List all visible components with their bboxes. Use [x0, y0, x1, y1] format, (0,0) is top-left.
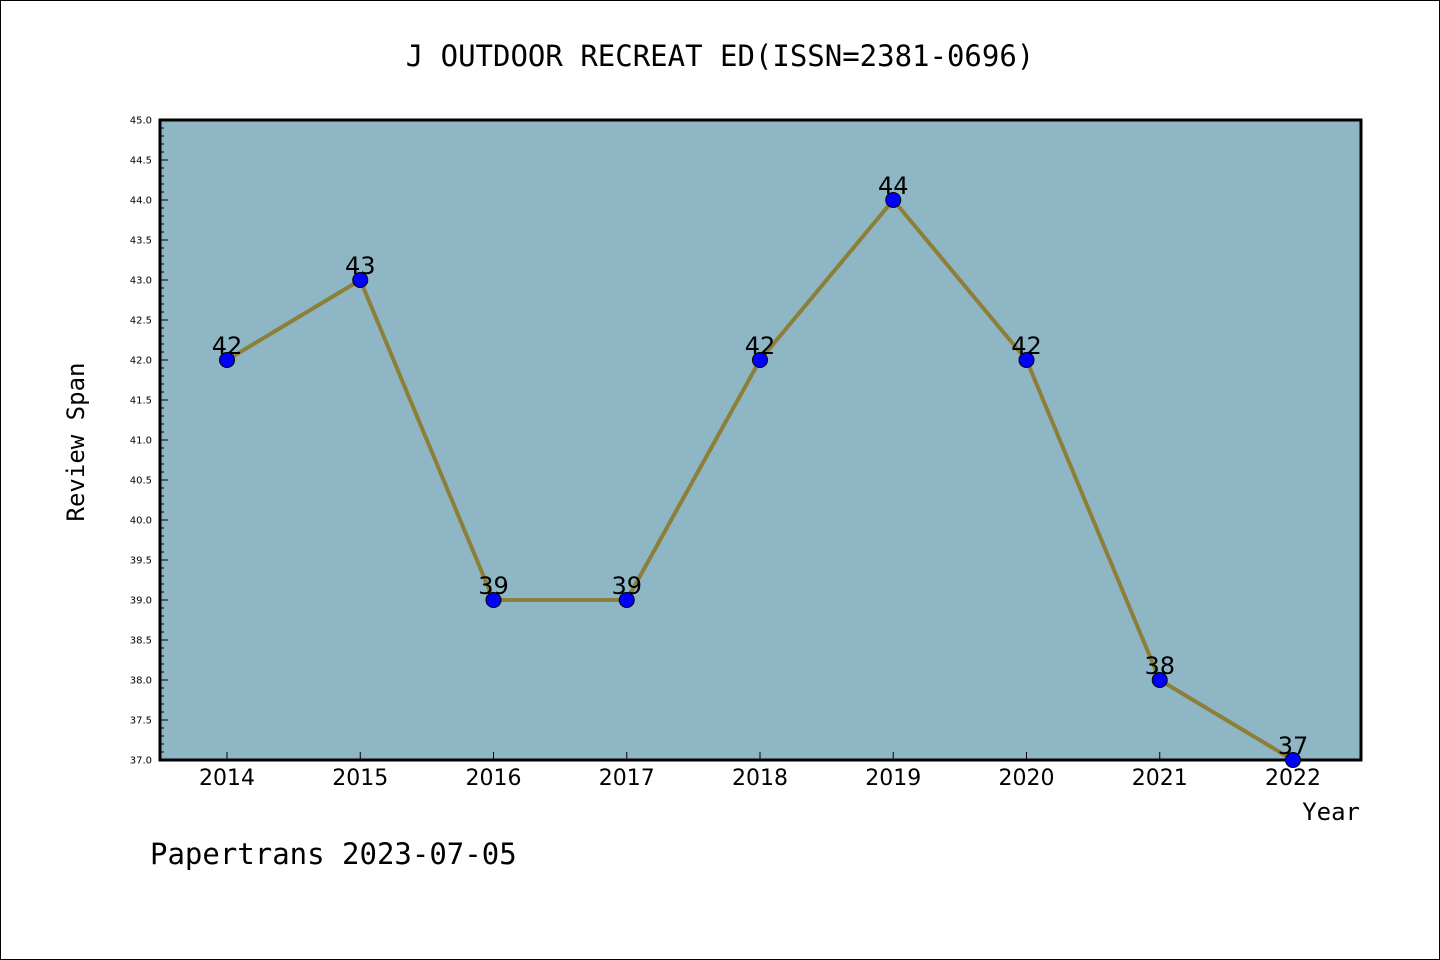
data-label: 42: [745, 332, 776, 360]
y-tick-label: 43.5: [130, 236, 152, 247]
y-tick-label: 38.0: [130, 676, 152, 687]
y-tick-label: 39.5: [130, 556, 152, 567]
x-tick-label: 2018: [732, 766, 788, 791]
data-point: [1151, 672, 1168, 688]
data-label: 37: [1278, 732, 1309, 760]
data-label: 43: [345, 252, 376, 280]
y-tick-label: 41.5: [130, 396, 152, 407]
data-point: [618, 592, 635, 608]
x-tick-label: 2014: [199, 766, 255, 791]
y-tick-label: 43.0: [130, 276, 152, 287]
data-point: [752, 352, 768, 368]
data-point: [1018, 352, 1035, 368]
y-tick-label: 37.0: [130, 756, 152, 767]
data-label: 39: [478, 572, 509, 600]
y-tick-label: 41.0: [130, 436, 152, 447]
data-label: 42: [1011, 332, 1042, 360]
data-point: [1285, 752, 1301, 768]
y-tick-label: 39.0: [130, 596, 152, 607]
x-tick-label: 2020: [999, 766, 1055, 791]
plot-area: [158, 118, 1363, 762]
y-tick-label: 38.5: [130, 636, 152, 647]
data-point: [352, 272, 369, 288]
data-label: 42: [212, 332, 243, 360]
y-tick-label: 45.0: [130, 116, 152, 127]
y-tick-label: 40.5: [130, 476, 152, 487]
y-tick-label: 42.0: [130, 356, 152, 367]
data-point: [485, 592, 502, 608]
y-tick-label: 44.5: [130, 156, 152, 167]
footer-credit: Papertrans 2023-07-05: [150, 837, 517, 871]
y-axis-label: Review Span: [62, 363, 90, 522]
series-markers: [219, 192, 1301, 768]
data-label: 39: [611, 572, 642, 600]
x-tick-label: 2021: [1132, 766, 1188, 791]
x-tick-label: 2016: [466, 766, 522, 791]
x-tick-label: 2019: [865, 766, 921, 791]
x-axis-label: Year: [1302, 798, 1360, 826]
data-label: 38: [1144, 652, 1175, 680]
x-tick-label: 2017: [599, 766, 655, 791]
y-axis: 37.0 37.5 38.0 38.5 39.0 39.5 40.0 40.5 41.0 41.5…: [130, 116, 168, 767]
data-point: [885, 192, 902, 208]
chart-title: J OUTDOOR RECREAT ED(ISSN=2381-0696): [406, 39, 1035, 73]
y-tick-label: 44.0: [130, 196, 152, 207]
y-tick-label: 42.5: [130, 316, 152, 327]
x-tick-label: 2022: [1265, 766, 1321, 791]
data-labels: 42 43 39 39 42 44 42 38 37: [212, 172, 1309, 760]
data-point: [219, 352, 235, 368]
y-tick-label: 40.0: [130, 516, 152, 527]
data-label: 44: [878, 172, 909, 200]
x-tick-label: 2015: [332, 766, 388, 791]
y-tick-label: 37.5: [130, 716, 152, 727]
